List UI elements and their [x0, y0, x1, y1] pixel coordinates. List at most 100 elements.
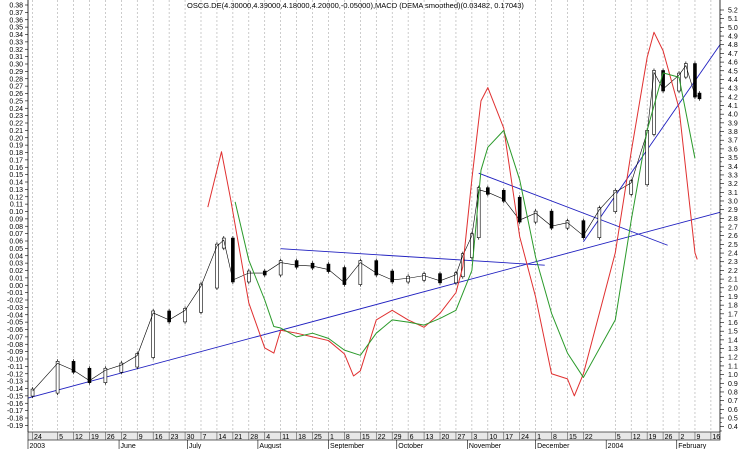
left-tick-label: 0.15	[9, 172, 23, 179]
candle-body	[652, 70, 656, 135]
candle-body	[55, 361, 60, 394]
right-tick-label: 1.4	[728, 337, 738, 344]
x-tick-label: 18	[298, 434, 306, 441]
grid	[32, 0, 712, 432]
right-tick-label: 4.2	[728, 94, 738, 101]
x-tick-label: 17	[505, 434, 513, 441]
left-tick-label: 0.12	[9, 194, 23, 201]
left-tick-label: 0.05	[9, 246, 23, 253]
right-tick-label: 1.0	[728, 372, 738, 379]
left-tick-label: -0.03	[7, 305, 23, 312]
candle-body	[486, 187, 490, 195]
right-tick-label: 3.1	[728, 190, 738, 197]
right-tick-label: 3.7	[728, 138, 738, 145]
right-tick-label: 2.2	[728, 268, 738, 275]
x-tick-label: 12	[75, 434, 83, 441]
left-tick-label: 0.26	[9, 91, 23, 98]
right-tick-label: 1.9	[728, 294, 738, 301]
chart-title: OSCG.DE(4.30000,4.39000,4.18000,4.20000,…	[187, 1, 524, 10]
candle-body	[629, 180, 634, 195]
x-tick-label: 1	[330, 434, 334, 441]
left-tick-label: 0.36	[9, 17, 23, 24]
right-tick-label: 3.8	[728, 129, 738, 136]
candle-body	[693, 63, 697, 98]
x-tick-label: 16	[155, 434, 163, 441]
candle-body	[167, 310, 171, 323]
month-label: December	[537, 443, 570, 449]
right-tick-label: 3.5	[728, 155, 738, 162]
x-tick-label: 2	[681, 434, 685, 441]
right-tick-label: 4.0	[728, 112, 738, 119]
left-tick-label: -0.02	[7, 298, 23, 305]
x-tick-label: 2	[123, 434, 127, 441]
x-tick-label: 14	[218, 434, 226, 441]
x-tick-label: 22	[585, 434, 593, 441]
left-tick-label: 0.21	[9, 128, 23, 135]
left-tick-label: -0.06	[7, 327, 23, 334]
x-tick-label: 10	[489, 434, 497, 441]
right-tick-label: 4.6	[728, 60, 738, 67]
candle-body	[231, 237, 235, 283]
candle-body	[549, 210, 554, 229]
right-tick-label: 2.6	[728, 233, 738, 240]
right-tick-label: 0.7	[728, 398, 738, 405]
right-tick-label: 2.5	[728, 242, 738, 249]
candle-body	[438, 273, 442, 284]
month-label: October	[398, 443, 424, 449]
right-tick-label: 0.8	[728, 389, 738, 396]
axes: 24 5 12 19 26 2 9 16 23 30 7 14 21 28 4 11 18 25 1 8 15 22 29 6…	[7, 0, 738, 450]
candle-body	[278, 260, 283, 276]
x-tick-label: 11	[282, 434, 289, 441]
left-tick-label: -0.11	[8, 364, 24, 371]
left-tick-label: 0.11	[10, 202, 23, 209]
left-tick-label: -0.04	[7, 312, 23, 319]
candle-body	[103, 367, 108, 383]
x-tick-label: 19	[649, 434, 657, 441]
x-tick-label: 26	[665, 434, 673, 441]
candle-body	[221, 237, 226, 249]
left-tick-label: 0.03	[9, 261, 23, 268]
right-tick-label: 1.3	[728, 346, 738, 353]
left-tick-label: -0.12	[7, 371, 23, 378]
price-line	[32, 64, 700, 392]
x-tick-label: 30	[187, 434, 195, 441]
x-tick-label: 22	[378, 434, 386, 441]
right-tick-label: 1.8	[728, 303, 738, 310]
right-tick-label: 5.2	[728, 8, 738, 15]
right-tick-label: 0.6	[728, 407, 738, 414]
trendline	[27, 211, 721, 399]
x-tick-label: 4	[266, 434, 270, 441]
right-tick-label: 3.9	[728, 120, 738, 127]
x-tick-label: 24	[34, 434, 42, 441]
left-tick-label: 0.13	[9, 187, 23, 194]
left-tick-label: 0.31	[9, 54, 23, 61]
x-tick-label: 1	[537, 434, 541, 441]
right-tick-label: 3.2	[728, 181, 738, 188]
x-tick-label: 8	[346, 434, 350, 441]
x-tick-label: 15	[362, 434, 370, 441]
right-tick-label: 0.4	[728, 424, 738, 431]
left-tick-label: 0.07	[9, 231, 23, 238]
candle-body	[294, 260, 299, 268]
x-tick-label: 13	[426, 434, 434, 441]
candle-body	[406, 275, 410, 283]
candle-body	[422, 273, 426, 281]
left-tick-label: -0.18	[7, 416, 23, 423]
candle-body	[374, 260, 379, 276]
right-tick-label: 5.1	[728, 16, 738, 23]
candle-body	[533, 210, 538, 223]
x-tick-label: 23	[171, 434, 179, 441]
left-tick-label: 0.37	[9, 10, 23, 17]
left-tick-label: 0.01	[9, 275, 23, 282]
left-tick-label: -0.05	[7, 320, 23, 327]
left-tick-label: -0.08	[7, 342, 23, 349]
x-tick-label: 16	[712, 434, 720, 441]
right-tick-label: 1.7	[728, 311, 738, 318]
left-tick-label: 0.20	[9, 135, 23, 142]
trendlines	[27, 44, 721, 399]
left-tick-label: 0.10	[9, 209, 23, 216]
right-tick-label: 1.2	[728, 355, 738, 362]
signal-line	[234, 72, 696, 378]
right-tick-label: 4.3	[728, 86, 738, 93]
left-tick-label: 0.28	[9, 76, 23, 83]
